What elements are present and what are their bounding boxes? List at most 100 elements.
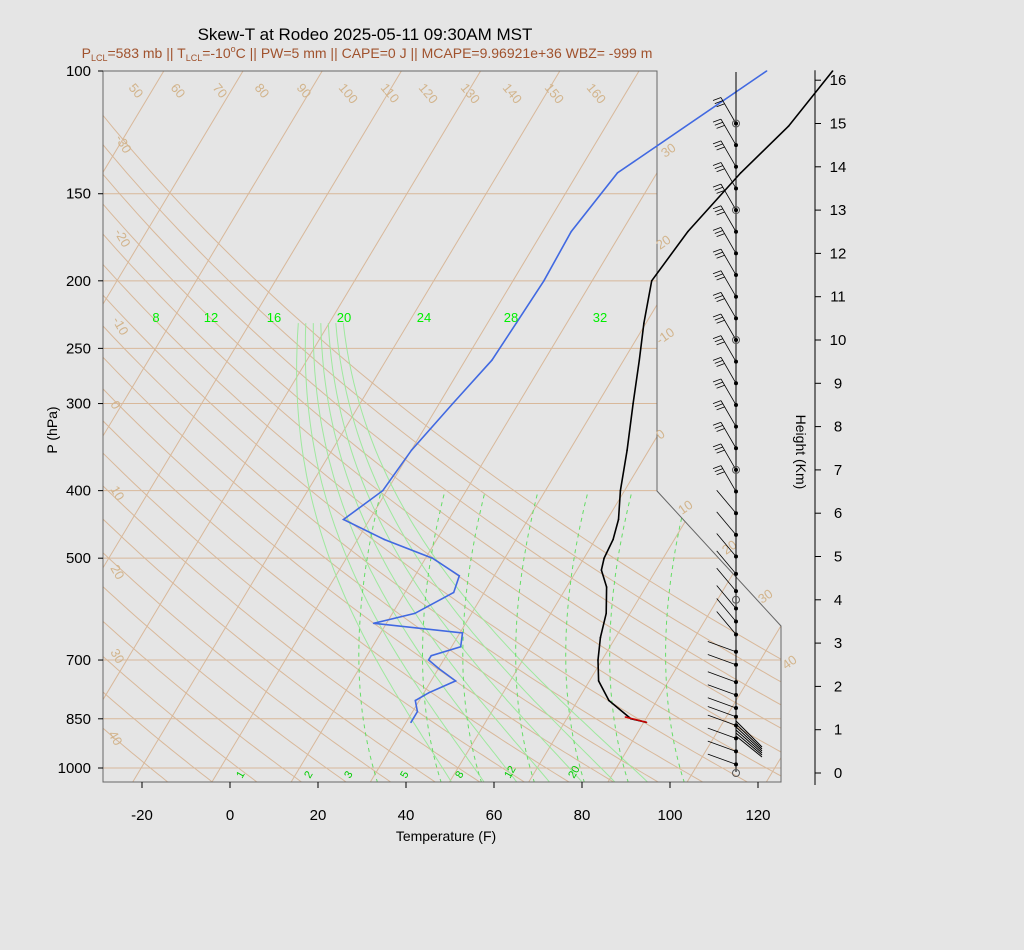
dewpoint-point [431, 557, 434, 559]
wind-barb [707, 654, 737, 666]
barb-flag [714, 100, 723, 105]
subtitle-part: =-10 [202, 45, 231, 61]
isotherm-label: 10 [107, 483, 127, 503]
mixing-ratio-line [609, 490, 633, 782]
dry-adiabat [103, 71, 781, 782]
isotherm [132, 71, 561, 782]
wind-barb [707, 753, 737, 765]
wind-barb [720, 443, 737, 471]
moist-adiabat [304, 323, 486, 782]
moist-adiabat [342, 323, 649, 782]
parcel-line [625, 716, 647, 724]
moist-adiabat [296, 323, 453, 782]
temperature-point [597, 659, 599, 661]
height-tick-label: 5 [834, 549, 842, 566]
dewpoint-point [382, 489, 384, 492]
wind-barb [716, 533, 737, 557]
isotherm-edge-label: 30 [658, 140, 678, 161]
temperature-point [643, 322, 645, 324]
barb-flag [712, 97, 722, 101]
subtitle-part: LCL [186, 53, 203, 63]
wind-barb [716, 567, 737, 592]
height-tick-label: 10 [830, 332, 847, 349]
isotherm-edge-label: 30 [755, 586, 775, 607]
height-tick-label: 7 [834, 462, 842, 479]
temperature-line [597, 70, 834, 724]
y-tick-label: 500 [66, 550, 91, 567]
mixing-ratio-label: 2 [302, 769, 315, 780]
isotherm-label: 20 [107, 562, 127, 582]
temperature-point [650, 280, 653, 282]
wind-barb [720, 357, 737, 384]
dewpoint-point [491, 359, 493, 362]
low-level-barb [735, 732, 763, 756]
temperature-point [787, 125, 790, 127]
isotherm-label: 40 [105, 728, 125, 748]
height-tick-label: 9 [834, 375, 842, 392]
dewpoint-point [452, 591, 455, 594]
dewpoint-point [416, 710, 419, 713]
low-level-barb [735, 726, 763, 752]
dewpoint-point [410, 721, 412, 724]
wind-barb [720, 335, 737, 362]
y-tick-label: 100 [66, 63, 91, 80]
height-tick-label: 14 [830, 159, 847, 176]
x-tick-label: 120 [745, 807, 770, 824]
temperature-point [605, 586, 608, 588]
y-axis-label: P (hPa) [44, 406, 60, 453]
barb-flag [714, 338, 723, 343]
x-tick-label: 80 [574, 807, 591, 824]
x-tick-label: 0 [226, 807, 234, 824]
barb-ring [732, 119, 740, 128]
barb-flag [712, 227, 722, 231]
moist-adiabat-label: 20 [337, 310, 351, 325]
wind-barb [720, 97, 737, 124]
height-tick-label: 15 [830, 116, 847, 133]
temperature-point [831, 70, 834, 72]
temperature-point [597, 680, 600, 682]
wind-barb [707, 684, 737, 696]
x-tick-label: 40 [398, 807, 415, 824]
dry-adiabat [103, 71, 303, 782]
isotherm-edge-label: 10 [675, 497, 695, 518]
dewpoint-point [765, 70, 768, 72]
wind-barb [716, 550, 737, 575]
moist-adiabat-label: 8 [152, 310, 159, 325]
parcel-point [645, 721, 648, 724]
dewpoint-point [458, 575, 461, 577]
barb-flag [716, 341, 725, 346]
thermo-grid [103, 71, 781, 782]
isotherm-edge-label: 20 [653, 232, 673, 253]
barb-flag [714, 121, 723, 126]
temperature-point [638, 359, 641, 362]
y-tick-label: 1000 [58, 760, 91, 777]
barb-ring [732, 769, 740, 777]
height-tick-label: 2 [834, 678, 842, 695]
dewpoint-line [341, 70, 768, 723]
y-tick-label: 700 [66, 652, 91, 669]
barb-flag [714, 186, 723, 191]
dry-adiabat [103, 71, 660, 782]
barb-flag [716, 103, 725, 108]
barb-flag [712, 140, 722, 145]
barb-flag [712, 118, 722, 123]
barb-flag [714, 273, 723, 278]
x-tick-label: 60 [486, 807, 503, 824]
mixing-ratio-label: 1 [234, 769, 247, 780]
x-tick-label: 20 [310, 807, 327, 824]
dewpoint-point [372, 622, 375, 625]
dewpoint-point [459, 645, 462, 648]
dry-adiabat [103, 71, 571, 782]
barb-flag [716, 449, 725, 454]
barb-flag [714, 295, 723, 299]
barb-flag [712, 378, 722, 383]
barb-ring [732, 206, 740, 215]
height-tick-label: 16 [830, 72, 847, 89]
chart-subtitle: PLCL=583 mb || TLCL=-10oC || PW=5 mm || … [82, 44, 653, 63]
dewpoint-point [427, 691, 430, 694]
dry-adiabat [103, 71, 170, 782]
wind-barb [707, 641, 737, 653]
height-tick-label: 1 [834, 722, 842, 739]
wind-barb [720, 140, 737, 168]
